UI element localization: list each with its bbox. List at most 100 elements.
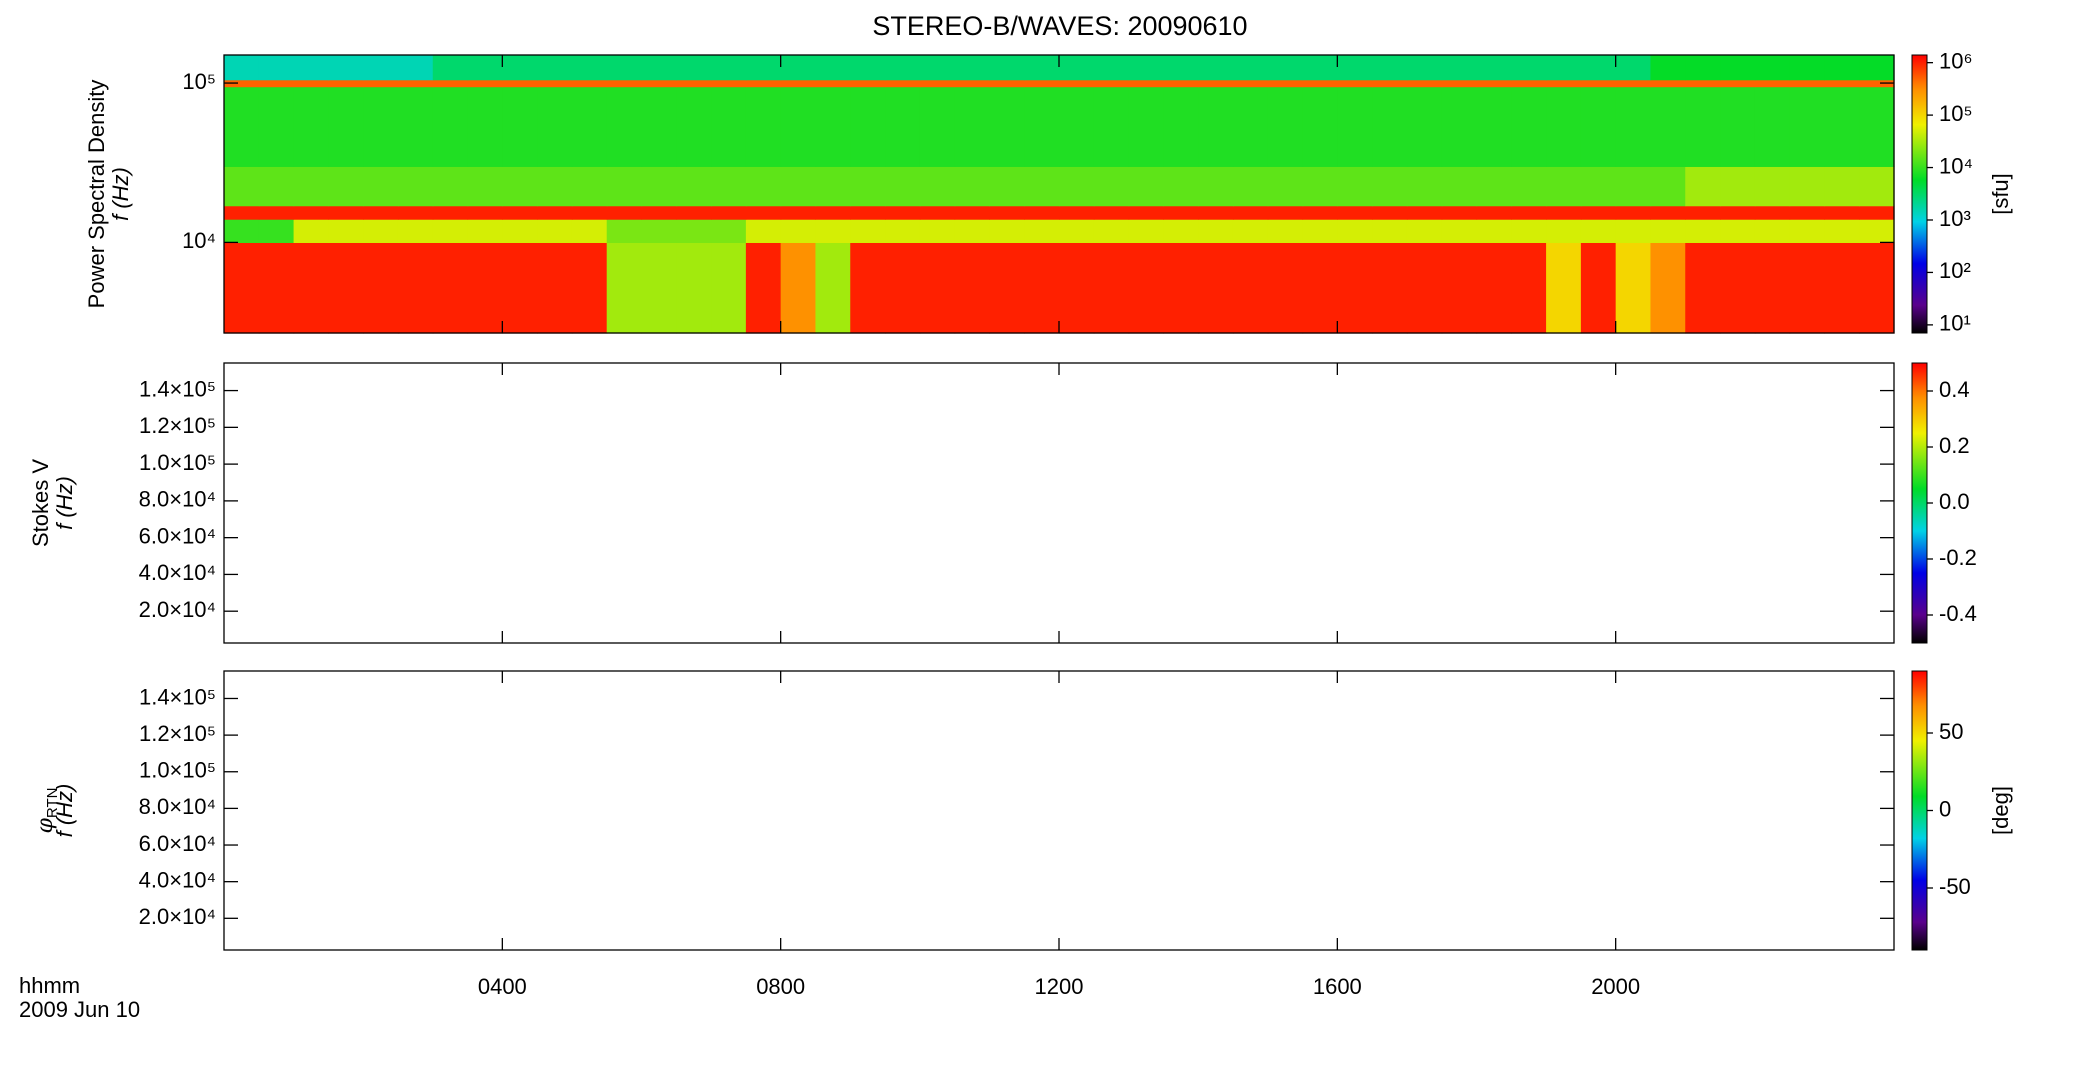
heatmap-cell <box>1546 242 1582 334</box>
heatmap-cell <box>432 205 469 220</box>
y-tick-label: 10⁴ <box>182 228 216 253</box>
heatmap-cell <box>1128 79 1164 88</box>
heatmap-cell <box>780 205 817 220</box>
heatmap-cell <box>989 79 1025 88</box>
heatmap-cell <box>1824 79 1860 88</box>
heatmap-cell <box>1650 86 1686 167</box>
colorbar-tick-label: -50 <box>1939 874 1971 899</box>
heatmap-cell <box>1511 205 1547 220</box>
heatmap-cell <box>780 79 817 88</box>
heatmap-cell <box>1093 219 1130 243</box>
heatmap-cell <box>1128 86 1164 167</box>
heatmap-cell <box>1198 219 1234 243</box>
heatmap-cell <box>328 55 364 81</box>
heatmap-cell <box>1650 166 1686 207</box>
heatmap-cell <box>363 205 399 220</box>
heatmap-cell <box>293 219 329 243</box>
heatmap-cell <box>1685 55 1721 81</box>
colorbar-label: [sfu] <box>1988 173 2013 215</box>
heatmap-cell <box>1093 86 1130 167</box>
colorbar-tick-label: -0.4 <box>1939 601 1977 626</box>
heatmap-cell <box>1546 166 1582 207</box>
y-tick-label: 6.0×10⁴ <box>139 831 216 856</box>
heatmap-cell <box>989 86 1025 167</box>
heatmap-cell <box>258 166 295 207</box>
heatmap-cell <box>815 166 851 207</box>
heatmap-cell <box>1406 79 1443 88</box>
heatmap-cell <box>363 166 399 207</box>
heatmap-cell <box>258 86 295 167</box>
heatmap-cell <box>1198 205 1234 220</box>
y-tick-label: 1.2×10⁵ <box>139 721 216 746</box>
y-axis-unit: f (Hz) <box>52 476 77 530</box>
heatmap-cell <box>1163 219 1199 243</box>
heatmap-cell <box>1824 55 1860 81</box>
heatmap-cell <box>1024 79 1060 88</box>
heatmap-cell <box>1024 219 1060 243</box>
heatmap-cell <box>1267 166 1304 207</box>
heatmap-cell <box>1511 166 1547 207</box>
x-tick-label: 2000 <box>1591 974 1640 999</box>
heatmap-cell <box>989 55 1025 81</box>
heatmap-cell <box>328 166 364 207</box>
heatmap-cell <box>745 55 782 81</box>
colorbar-tick-label: 10⁵ <box>1939 101 1973 126</box>
heatmap-cell <box>1441 219 1478 243</box>
heatmap-cell <box>850 219 886 243</box>
heatmap-cell <box>1059 242 1095 334</box>
heatmap-cell <box>1128 219 1164 243</box>
heatmap-cell <box>1024 86 1060 167</box>
heatmap-cell <box>224 79 260 88</box>
heatmap-cell <box>1580 166 1617 207</box>
heatmap-cell <box>1406 86 1443 167</box>
heatmap-cell <box>1267 86 1304 167</box>
heatmap-cell <box>1302 79 1338 88</box>
heatmap-cell <box>1163 166 1199 207</box>
heatmap-cell <box>1859 219 1895 243</box>
heatmap-cell <box>850 86 886 167</box>
heatmap-cell <box>850 166 886 207</box>
heatmap-cell <box>1406 166 1443 207</box>
heatmap-cell <box>954 219 991 243</box>
heatmap-cell <box>537 166 573 207</box>
heatmap-cell <box>1789 55 1826 81</box>
heatmap-cell <box>1163 79 1199 88</box>
heatmap-cell <box>467 86 503 167</box>
heatmap-cell <box>711 166 747 207</box>
heatmap-cell <box>885 86 921 167</box>
heatmap-cell <box>1198 79 1234 88</box>
heatmap-cell <box>745 79 782 88</box>
heatmap-cell <box>711 242 747 334</box>
heatmap-cell <box>885 55 921 81</box>
heatmap-cell <box>711 219 747 243</box>
heatmap-cell <box>502 79 538 88</box>
heatmap-cell <box>224 205 260 220</box>
heatmap-cell <box>328 242 364 334</box>
heatmap-cell <box>1372 79 1408 88</box>
heatmap-cell <box>711 79 747 88</box>
y-axis-label-subscript: RTN <box>44 788 61 819</box>
heatmap-cell <box>954 205 991 220</box>
heatmap-cell <box>432 166 469 207</box>
chart-title: STEREO-B/WAVES: 20090610 <box>872 11 1247 41</box>
heatmap-cell <box>1093 55 1130 81</box>
heatmap-cell <box>919 79 956 88</box>
heatmap-cell <box>363 86 399 167</box>
heatmap-cell <box>1337 86 1373 167</box>
heatmap-cell <box>919 166 956 207</box>
heatmap-cell <box>1024 166 1060 207</box>
heatmap-cell <box>676 219 712 243</box>
heatmap-cell <box>224 86 260 167</box>
heatmap-cell <box>954 79 991 88</box>
heatmap-cell <box>1337 242 1373 334</box>
heatmap-cell <box>1198 55 1234 81</box>
heatmap-cell <box>1163 86 1199 167</box>
heatmap-cell <box>1267 219 1304 243</box>
y-tick-label: 1.0×10⁵ <box>139 758 216 783</box>
heatmap-cell <box>711 205 747 220</box>
heatmap-cell <box>397 86 434 167</box>
heatmap-cell <box>328 205 364 220</box>
heatmap-cell <box>606 55 643 81</box>
heatmap-cell <box>815 55 851 81</box>
heatmap-cell <box>502 219 538 243</box>
